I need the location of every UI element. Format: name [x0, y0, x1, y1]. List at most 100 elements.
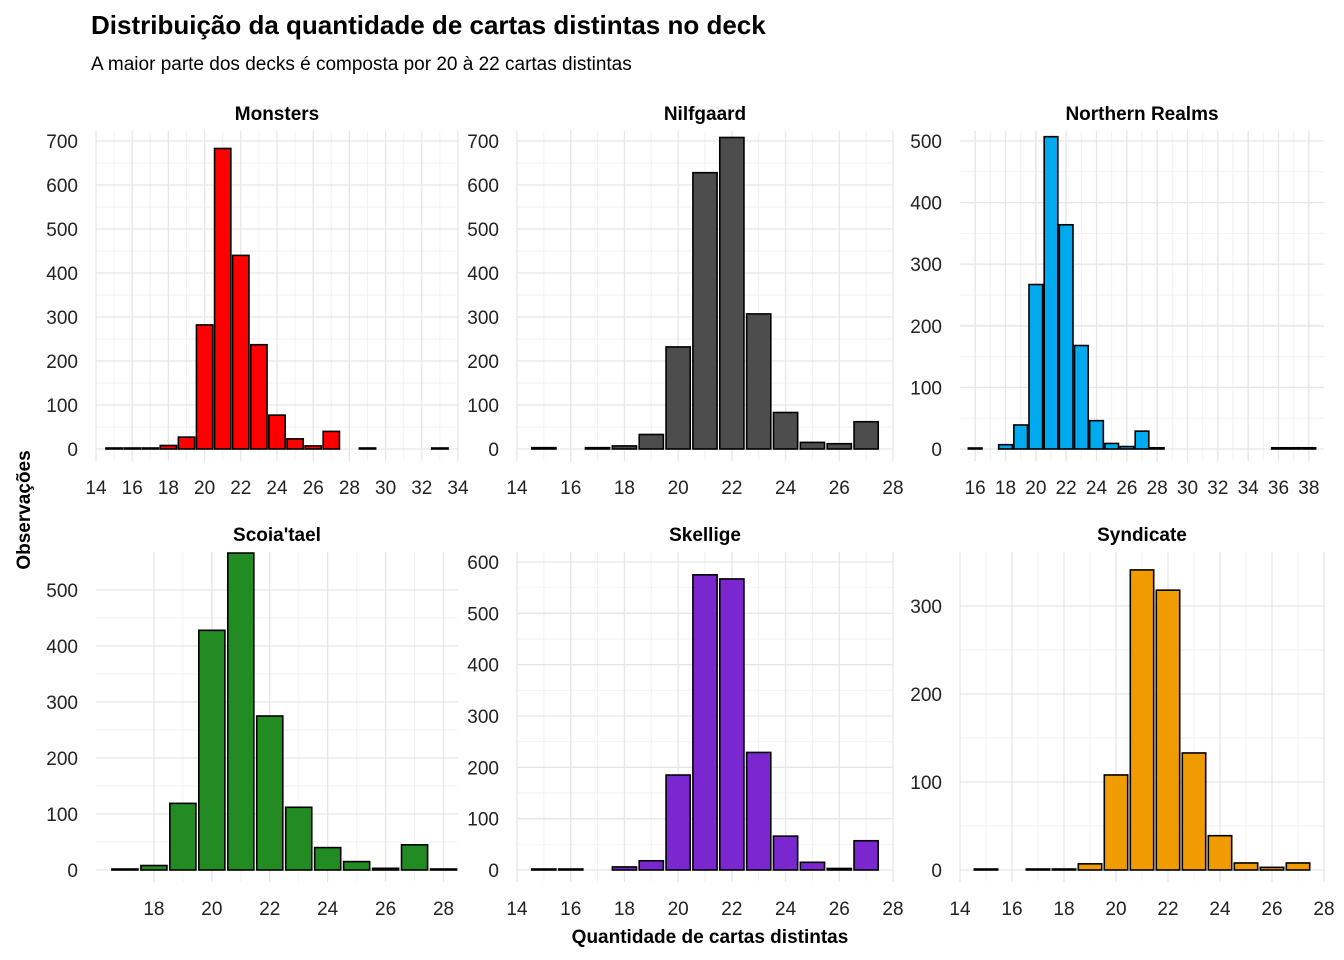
bar-nilfgaard-15: [530, 446, 557, 450]
bar-monsters-23: [249, 343, 268, 450]
y-tick-label-nilfgaard: 400: [467, 264, 499, 285]
x-tick-label-syndicate: 26: [1261, 899, 1282, 920]
x-tick-label-monsters: 34: [447, 478, 469, 499]
x-tick-label-monsters: 26: [303, 478, 324, 499]
bar-syndicate-23: [1181, 752, 1207, 871]
panel-title-monsters: Monsters: [235, 104, 319, 125]
bar-scoia-tael-23: [284, 806, 313, 871]
y-tick-label-syndicate: 300: [910, 597, 942, 618]
y-tick-label-scoia-tael: 400: [46, 637, 78, 658]
bar-scoia-tael-28: [429, 868, 458, 871]
bar-monsters-25: [286, 438, 305, 450]
bar-nilfgaard-21: [692, 171, 718, 450]
bar-monsters-20: [195, 324, 214, 450]
y-tick-label-northern-realms: 200: [910, 317, 942, 338]
bar-nilfgaard-23: [745, 313, 772, 450]
bar-northern-realms-37: [1286, 446, 1302, 450]
bar-skellige-20: [665, 774, 692, 871]
y-tick-label-monsters: 700: [46, 132, 78, 153]
bar-nilfgaard-18: [611, 445, 638, 450]
x-tick-label-syndicate: 20: [1105, 899, 1126, 920]
bar-northern-realms-18: [997, 443, 1014, 450]
panel-skellige: 0 100 200 300 400 500 600 14 16 18 20 22 24 26 28 Skell…: [467, 525, 903, 920]
y-tick-label-skellige: 600: [467, 553, 499, 574]
x-tick-label-syndicate: 24: [1209, 899, 1231, 920]
y-tick-label-nilfgaard: 300: [467, 308, 499, 329]
panel-title-syndicate: Syndicate: [1097, 525, 1187, 546]
bar-syndicate-19: [1077, 863, 1103, 871]
bar-nilfgaard-17: [584, 446, 611, 450]
bar-nilfgaard-19: [638, 433, 665, 450]
y-tick-label-skellige: 400: [467, 656, 499, 677]
bar-scoia-tael-21: [226, 552, 255, 871]
bar-northern-realms-21: [1043, 135, 1059, 450]
bar-nilfgaard-20: [665, 346, 692, 450]
x-tick-label-monsters: 30: [375, 478, 396, 499]
bar-nilfgaard-24: [772, 411, 799, 450]
x-tick-label-syndicate: 28: [1313, 899, 1334, 920]
x-tick-label-northern-realms: 16: [965, 478, 986, 499]
y-tick-label-nilfgaard: 500: [467, 220, 499, 241]
bar-scoia-tael-24: [313, 846, 342, 871]
y-tick-label-scoia-tael: 300: [46, 693, 78, 714]
x-tick-label-northern-realms: 20: [1025, 478, 1046, 499]
panel-syndicate: 0 100 200 300 14 16 18 20 22 24 26 28 Syndicate: [910, 525, 1334, 920]
bar-monsters-17: [141, 447, 160, 450]
bar-northern-realms-27: [1134, 430, 1150, 450]
x-tick-label-syndicate: 16: [1001, 899, 1022, 920]
bar-scoia-tael-26: [371, 867, 400, 871]
x-tick-label-scoia-tael: 28: [433, 899, 454, 920]
y-tick-label-northern-realms: 500: [910, 132, 942, 153]
x-tick-label-scoia-tael: 22: [259, 899, 280, 920]
y-tick-label-syndicate: 0: [931, 861, 942, 882]
x-tick-label-syndicate: 18: [1053, 899, 1074, 920]
bar-monsters-27: [322, 430, 341, 450]
x-tick-label-monsters: 28: [339, 478, 360, 499]
x-tick-label-skellige: 24: [775, 899, 797, 920]
y-tick-label-skellige: 300: [467, 707, 499, 728]
x-tick-label-monsters: 18: [158, 478, 179, 499]
x-tick-label-nilfgaard: 14: [506, 478, 528, 499]
y-tick-label-monsters: 100: [46, 396, 78, 417]
x-tick-label-scoia-tael: 20: [201, 899, 222, 920]
bar-nilfgaard-26: [826, 442, 853, 450]
bar-syndicate-27: [1285, 862, 1311, 871]
x-tick-label-nilfgaard: 24: [775, 478, 797, 499]
x-tick-label-nilfgaard: 22: [721, 478, 742, 499]
x-tick-label-nilfgaard: 28: [882, 478, 903, 499]
y-tick-label-northern-realms: 0: [931, 440, 942, 461]
x-tick-label-skellige: 16: [560, 899, 581, 920]
x-tick-label-nilfgaard: 18: [614, 478, 635, 499]
bar-syndicate-20: [1103, 774, 1129, 871]
x-tick-label-nilfgaard: 20: [668, 478, 689, 499]
x-tick-label-northern-realms: 24: [1086, 478, 1108, 499]
chart-subtitle: A maior parte dos decks é composta por 2…: [91, 54, 632, 75]
x-tick-label-northern-realms: 34: [1238, 478, 1260, 499]
panel-title-northern-realms: Northern Realms: [1065, 104, 1218, 125]
y-tick-label-skellige: 500: [467, 604, 499, 625]
y-tick-label-skellige: 0: [488, 861, 499, 882]
bar-skellige-25: [799, 861, 826, 871]
bar-nilfgaard-22: [718, 136, 745, 450]
bar-syndicate-17: [1025, 868, 1051, 871]
y-tick-label-scoia-tael: 200: [46, 749, 78, 770]
bar-skellige-24: [772, 835, 799, 871]
y-tick-label-skellige: 200: [467, 758, 499, 779]
x-axis-title: Quantidade de cartas distintas: [572, 927, 849, 948]
x-tick-label-syndicate: 14: [949, 899, 971, 920]
x-tick-label-skellige: 14: [506, 899, 528, 920]
x-tick-label-skellige: 22: [721, 899, 742, 920]
x-tick-label-northern-realms: 32: [1207, 478, 1228, 499]
x-tick-label-monsters: 20: [194, 478, 215, 499]
x-tick-label-monsters: 32: [411, 478, 432, 499]
y-tick-label-nilfgaard: 0: [488, 440, 499, 461]
bar-monsters-29: [358, 447, 377, 450]
y-tick-label-scoia-tael: 0: [67, 861, 78, 882]
y-tick-label-scoia-tael: 100: [46, 805, 78, 826]
bar-skellige-18: [611, 866, 638, 871]
bar-monsters-22: [231, 254, 250, 450]
y-tick-label-monsters: 500: [46, 220, 78, 241]
y-tick-label-northern-realms: 400: [910, 194, 942, 215]
bar-northern-realms-26: [1119, 445, 1135, 450]
chart-title: Distribuição da quantidade de cartas dis…: [91, 10, 766, 40]
